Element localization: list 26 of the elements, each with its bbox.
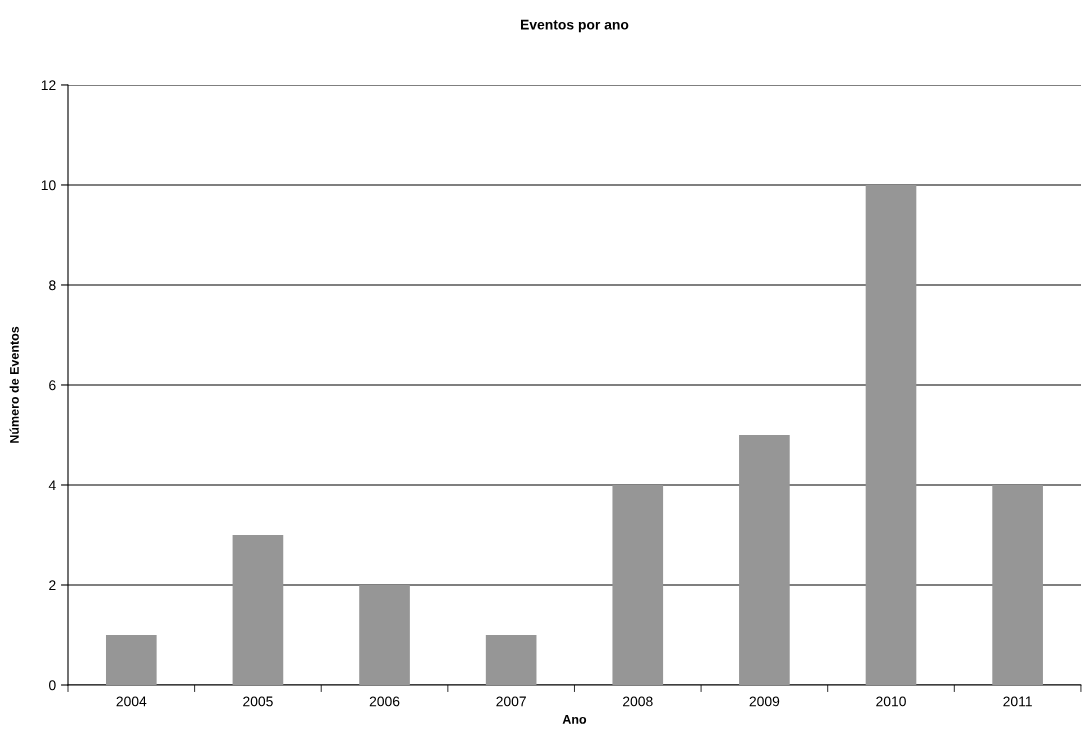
x-tick-label: 2005 — [243, 696, 273, 707]
bar — [359, 584, 410, 685]
x-tick-label: 2009 — [749, 696, 780, 707]
y-tick-label: 10 — [41, 180, 56, 191]
bar — [232, 534, 284, 685]
bar — [612, 484, 664, 685]
x-tick-label: 2004 — [116, 696, 147, 707]
y-tick-label: 6 — [49, 380, 56, 391]
bar — [865, 184, 917, 685]
x-tick-label: 2010 — [876, 696, 906, 707]
y-tick-label: 8 — [49, 280, 56, 291]
bar — [992, 484, 1043, 685]
bar — [485, 635, 537, 685]
bar — [739, 434, 790, 685]
x-tick-label: 2008 — [623, 696, 653, 707]
chart-title: Eventos por ano — [520, 19, 629, 33]
bar — [105, 635, 157, 685]
x-axis-title: Ano — [562, 715, 587, 724]
x-tick-label: 2006 — [369, 696, 400, 707]
y-tick-label: 12 — [41, 80, 56, 90]
y-tick-label: 0 — [49, 680, 56, 691]
y-tick-label: 2 — [49, 580, 56, 591]
y-axis-title: Número de Eventos — [9, 326, 19, 443]
x-tick-label: 2007 — [496, 696, 526, 707]
y-tick-label: 4 — [48, 480, 56, 491]
x-tick-label: 2011 — [1003, 696, 1032, 707]
